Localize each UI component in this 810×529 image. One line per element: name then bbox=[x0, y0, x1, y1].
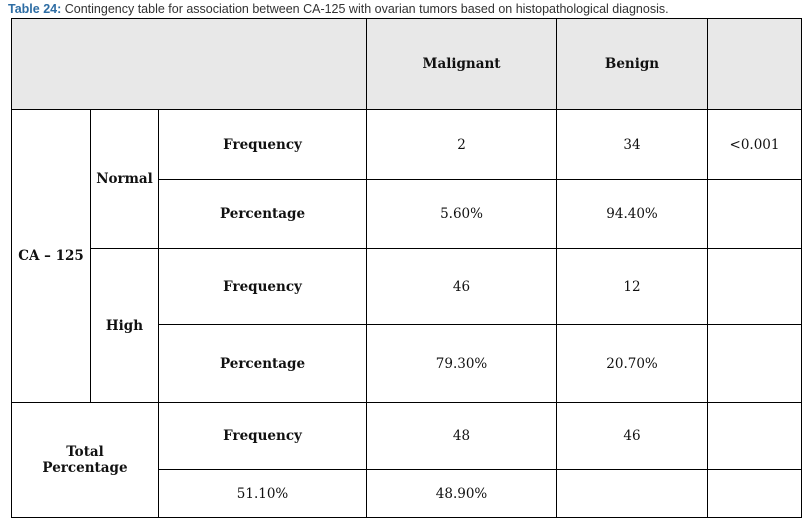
p-value: <0.001 bbox=[707, 109, 803, 180]
normal-percentage-row: Percentage 5.60% 94.40% bbox=[12, 179, 803, 249]
total-label: Total Percentage bbox=[11, 402, 159, 518]
normal-label: Normal bbox=[90, 109, 159, 249]
normal-percentage-malignant: 5.60% bbox=[366, 179, 558, 249]
total-frequency-malignant: 48 bbox=[366, 402, 558, 470]
caption-label: Table 24: bbox=[8, 2, 62, 16]
contingency-table: Malignant Benign CA – 125 Normal Frequen… bbox=[10, 18, 803, 518]
group-label-ca125: CA – 125 bbox=[11, 109, 91, 403]
total-frequency-benign: 46 bbox=[556, 402, 709, 470]
high-percentage-label: Percentage bbox=[157, 324, 368, 403]
normal-frequency-malignant: 2 bbox=[366, 109, 558, 180]
normal-percentage-label: Percentage bbox=[157, 179, 368, 249]
high-percentage-benign: 20.70% bbox=[556, 324, 709, 403]
total-percentage-row: 51.10% 48.90% bbox=[12, 469, 803, 518]
empty-cell bbox=[707, 402, 803, 470]
high-percentage-malignant: 79.30% bbox=[366, 324, 558, 403]
total-label-line2: Percentage bbox=[42, 460, 128, 476]
empty-cell bbox=[707, 179, 803, 249]
total-frequency-label: Frequency bbox=[157, 402, 368, 470]
total-frequency-row: Total Percentage Frequency 48 46 bbox=[11, 402, 803, 518]
normal-percentage-benign: 94.40% bbox=[556, 179, 709, 249]
total-percentage-malignant: 51.10% bbox=[157, 469, 368, 518]
high-frequency-row: High Frequency 46 12 bbox=[12, 248, 803, 403]
normal-frequency-row: CA – 125 Normal Frequency 2 34 <0.001 bbox=[11, 109, 803, 403]
high-frequency-label: Frequency bbox=[157, 248, 368, 325]
caption-text: Contingency table for association betwee… bbox=[61, 2, 669, 16]
total-percentage-benign: 48.90% bbox=[366, 469, 558, 518]
high-frequency-malignant: 46 bbox=[366, 248, 558, 325]
empty-cell bbox=[556, 469, 709, 518]
normal-frequency-benign: 34 bbox=[556, 109, 709, 180]
header-p-value-cell bbox=[707, 18, 803, 110]
header-row: Malignant Benign bbox=[10, 18, 803, 110]
total-label-line1: Total bbox=[66, 444, 104, 460]
table-caption: Table 24: Contingency table for associat… bbox=[8, 2, 669, 16]
empty-cell bbox=[707, 248, 803, 325]
high-percentage-row: Percentage 79.30% 20.70% bbox=[12, 324, 803, 403]
high-label: High bbox=[90, 248, 159, 403]
header-benign: Benign bbox=[556, 18, 709, 110]
normal-frequency-label: Frequency bbox=[157, 109, 368, 180]
empty-cell bbox=[707, 469, 803, 518]
header-malignant: Malignant bbox=[366, 18, 558, 110]
empty-cell bbox=[707, 324, 803, 403]
high-frequency-benign: 12 bbox=[556, 248, 709, 325]
header-blank-cell bbox=[10, 18, 368, 110]
